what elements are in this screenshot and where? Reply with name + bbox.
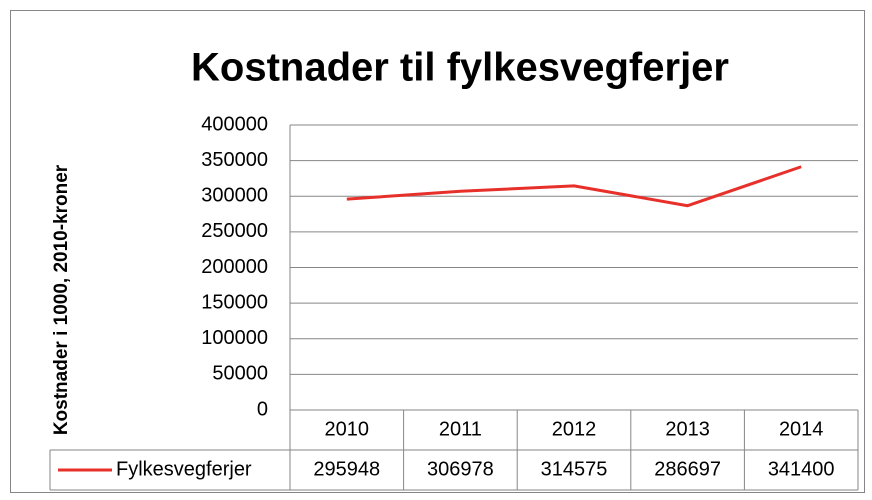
x-tick-label: 2012 (552, 418, 597, 440)
y-tick-label: 350000 (201, 149, 268, 171)
y-tick-label: 300000 (201, 185, 268, 207)
y-tick-label: 100000 (201, 327, 268, 349)
data-table-value: 306978 (427, 458, 494, 480)
y-tick-label: 250000 (201, 220, 268, 242)
y-tick-label: 50000 (212, 363, 268, 385)
y-tick-label: 200000 (201, 256, 268, 278)
y-tick-label: 0 (257, 398, 268, 420)
data-table-value: 341400 (768, 458, 835, 480)
x-tick-label: 2010 (325, 418, 370, 440)
y-tick-label: 150000 (201, 291, 268, 313)
data-table-value: 295948 (313, 458, 380, 480)
legend-label: Fylkesvegferjer (116, 458, 252, 480)
y-axis-label: Kostnader i 1000, 2010-kroner (51, 164, 72, 435)
y-tick-label: 400000 (201, 113, 268, 135)
series-line (346, 165, 802, 208)
data-table-value: 286697 (654, 458, 721, 480)
chart-title: Kostnader til fylkesvegferjer (191, 46, 729, 90)
chart-border (10, 10, 865, 493)
x-tick-label: 2014 (779, 418, 824, 440)
x-tick-label: 2011 (439, 418, 482, 440)
data-table-value: 314575 (541, 458, 608, 480)
x-tick-label: 2013 (665, 418, 710, 440)
